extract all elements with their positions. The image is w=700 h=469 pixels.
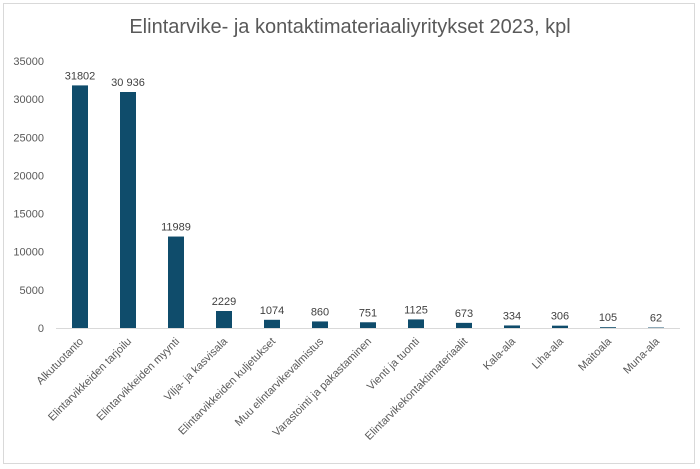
bar <box>360 322 376 328</box>
y-tick-label: 35000 <box>13 56 44 68</box>
y-tick-label: 30000 <box>13 94 44 106</box>
data-label: 751 <box>359 307 377 319</box>
y-tick-label: 0 <box>38 323 44 335</box>
data-label: 334 <box>503 310 521 322</box>
bar <box>504 325 520 328</box>
data-label: 30 936 <box>111 77 145 89</box>
bar <box>120 92 136 328</box>
x-tick-label: Elintarvikkeiden myynti <box>95 336 183 424</box>
data-label: 11989 <box>161 222 191 234</box>
chart-title: Elintarvike- ja kontaktimateriaaliyrityk… <box>129 16 571 38</box>
bar <box>408 319 424 328</box>
data-label: 1125 <box>404 304 428 316</box>
data-label: 62 <box>650 313 662 325</box>
data-label: 31802 <box>65 70 96 82</box>
x-tick-label: Varastointi ja pakastaminen <box>271 336 374 439</box>
chart-frame <box>3 3 695 464</box>
x-tick-label: Elintarvikkeiden tarjoilu <box>46 336 134 424</box>
data-label: 673 <box>455 308 473 320</box>
x-tick-label: Muu elintarvikevalmistus <box>233 335 327 429</box>
x-tick-label: Elintarvikkeiden kuljetukset <box>176 336 278 438</box>
bar <box>552 325 568 328</box>
x-tick-label: Liha-ala <box>530 335 567 372</box>
y-tick-label: 5000 <box>20 285 44 297</box>
y-tick-label: 25000 <box>13 132 44 144</box>
x-tick-label: Alkutuotanto <box>34 336 86 388</box>
data-label: 306 <box>551 311 569 323</box>
y-tick-label: 10000 <box>13 247 44 259</box>
data-label: 105 <box>599 312 617 324</box>
bar <box>72 85 88 328</box>
bar <box>216 310 232 328</box>
x-tick-label: Muna-ala <box>621 335 663 377</box>
data-label: 860 <box>311 306 329 318</box>
data-label: 1074 <box>260 305 284 317</box>
data-label: 2229 <box>212 296 236 308</box>
x-tick-label: Elintarvikekontaktimateriaalit <box>363 336 470 443</box>
y-tick-label: 15000 <box>13 209 44 221</box>
bar <box>264 319 280 328</box>
x-tick-label: Kala-ala <box>481 335 519 373</box>
y-tick-label: 20000 <box>13 170 44 182</box>
bar <box>456 322 472 328</box>
bar <box>168 236 184 328</box>
bar <box>600 327 616 328</box>
x-tick-label: Maitoala <box>576 335 615 374</box>
bar <box>312 321 328 328</box>
